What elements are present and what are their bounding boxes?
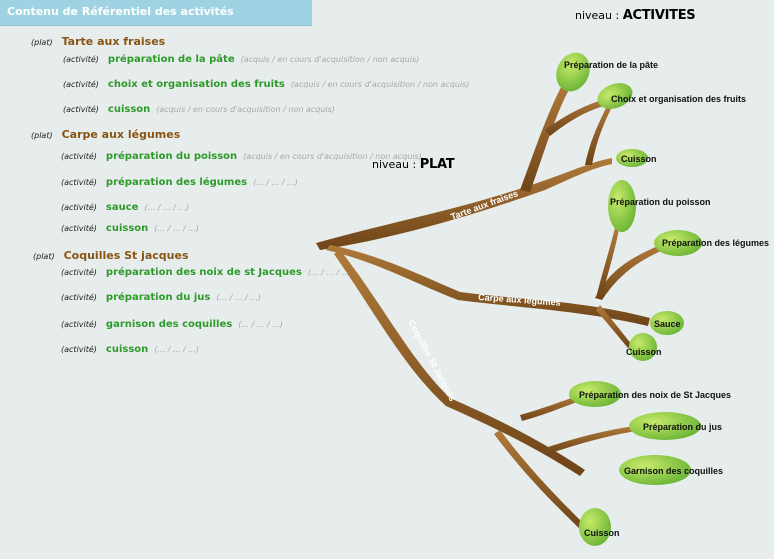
activity-row: (activité) choix et organisation des frui… [63, 79, 469, 90]
leaf-label: Choix et organisation des fruits [611, 94, 746, 104]
activity-tag: (activité) [61, 152, 97, 161]
branch-twig [595, 245, 663, 300]
leaf-label: Préparation du poisson [610, 197, 711, 207]
plat-tag: (plat) [31, 131, 53, 140]
plat-tag: (plat) [33, 252, 55, 261]
plat-tag: (plat) [31, 38, 53, 47]
activity-tag: (activité) [61, 293, 97, 302]
activity-name: cuisson [105, 344, 149, 355]
level-value: PLAT [419, 157, 455, 172]
leaf [629, 333, 657, 361]
branch-label: Tarte aux fraises [449, 188, 519, 222]
activity-tag: (activité) [61, 320, 97, 329]
leaf-label: Préparation des noix de St Jacques [579, 390, 731, 400]
activity-tag: (activité) [61, 178, 97, 187]
leaf-label: Garnison des coquilles [624, 466, 723, 476]
activity-tag: (activité) [61, 203, 97, 212]
activity-name: choix et organisation des fruits [107, 79, 285, 90]
activity-name: cuisson [107, 104, 151, 115]
branch-twig [596, 228, 619, 298]
plat-row: (plat) Tarte aux fraises [31, 35, 165, 48]
leaf-label: Cuisson [626, 347, 662, 357]
branch-twig [520, 80, 572, 192]
activity-hint: (... / ... / ...) [238, 320, 283, 329]
activity-tag: (activité) [63, 55, 99, 64]
branch-twig [520, 395, 582, 421]
leaf [597, 83, 633, 109]
branch-twig [545, 426, 636, 454]
level-value: ACTIVITES [622, 8, 696, 23]
activity-hint: (acquis / en cours d'acquisition / non a… [290, 80, 470, 89]
branch-twig [545, 98, 610, 136]
activity-row: (activité) cuisson (... / ... / ...) [61, 223, 199, 234]
level-activites: niveau : ACTIVITES [575, 8, 696, 23]
level-prefix: niveau : [575, 9, 620, 22]
branch-twig [494, 430, 585, 529]
plat-row: (plat) Coquilles St jacques [33, 249, 189, 262]
leaf [569, 381, 621, 407]
plat-name: Tarte aux fraises [61, 35, 166, 48]
branch-twig [596, 305, 632, 348]
activity-name: préparation de la pâte [107, 54, 235, 65]
leaf-label: Préparation du jus [643, 422, 722, 432]
activity-row: (activité) préparation des noix de st Jac… [61, 267, 353, 278]
activity-name: garnison des coquilles [105, 319, 233, 330]
activity-hint: (... / ... / ...) [154, 224, 199, 233]
activity-hint: (acquis / en cours d'acquisition / non a… [240, 55, 420, 64]
leaf [616, 149, 648, 167]
leaf-label: Cuisson [621, 154, 657, 164]
activity-tag: (activité) [63, 105, 99, 114]
activity-row: (activité) garnison des coquilles (... / .… [61, 319, 283, 330]
activity-hint: (... / ... / ...) [253, 178, 298, 187]
activity-row: (activité) cuisson (... / ... / ...) [61, 344, 199, 355]
activity-row: (activité) préparation de la pâte (acquis … [63, 54, 419, 65]
activity-row: (activité) cuisson (acquis / en cours d'ac… [63, 104, 335, 115]
activity-name: préparation du poisson [105, 151, 238, 162]
branch-twig [585, 100, 614, 165]
activity-tag: (activité) [63, 80, 99, 89]
leaf [579, 508, 611, 546]
leaf [629, 412, 701, 440]
activity-row: (activité) préparation du jus (... / ... /… [61, 292, 261, 303]
branch-coquilles [334, 250, 585, 476]
leaf-label: Cuisson [584, 528, 620, 538]
activity-name: cuisson [105, 223, 149, 234]
activity-row: (activité) sauce (... / ... / ...) [61, 202, 189, 213]
leaf-label: Préparation des légumes [662, 238, 769, 248]
activity-name: préparation du jus [105, 292, 211, 303]
leaf [619, 455, 691, 485]
activity-tag: (activité) [61, 345, 97, 354]
level-plat: niveau : PLAT [372, 157, 455, 172]
level-prefix: niveau : [372, 158, 417, 171]
activity-row: (activité) préparation des légumes (... / … [61, 177, 298, 188]
leaf [608, 180, 636, 232]
activity-hint: (... / ... / ...) [154, 345, 199, 354]
activity-name: préparation des noix de st Jacques [105, 267, 302, 278]
plat-name: Coquilles St jacques [63, 249, 189, 262]
activity-hint: (... / ... / ...) [307, 268, 353, 277]
activity-tag: (activité) [61, 224, 97, 233]
leaf [650, 311, 684, 335]
activity-tag: (activité) [61, 268, 97, 277]
activity-hint: (acquis / en cours d'acquisition / non a… [243, 152, 422, 161]
activity-hint: (... / ... / ...) [144, 203, 190, 212]
leaf [654, 230, 702, 256]
leaf-label: Sauce [654, 319, 681, 329]
panel-header: Contenu de Référentiel des activités [0, 0, 312, 26]
activity-name: préparation des légumes [105, 177, 248, 188]
leaf-label: Préparation de la pâte [564, 60, 658, 70]
branch-tarte [316, 158, 612, 250]
activity-hint: (... / ... / ...) [216, 293, 262, 302]
panel-title: Contenu de Référentiel des activités [7, 5, 234, 18]
leaf [556, 52, 590, 92]
branch-carpe [326, 245, 650, 326]
activity-hint: (acquis / en cours d'acquisition / non a… [156, 105, 335, 114]
plat-row: (plat) Carpe aux légumes [31, 128, 180, 141]
plat-name: Carpe aux légumes [61, 128, 181, 141]
activity-name: sauce [105, 202, 139, 213]
activity-row: (activité) préparation du poisson (acquis … [61, 151, 422, 162]
